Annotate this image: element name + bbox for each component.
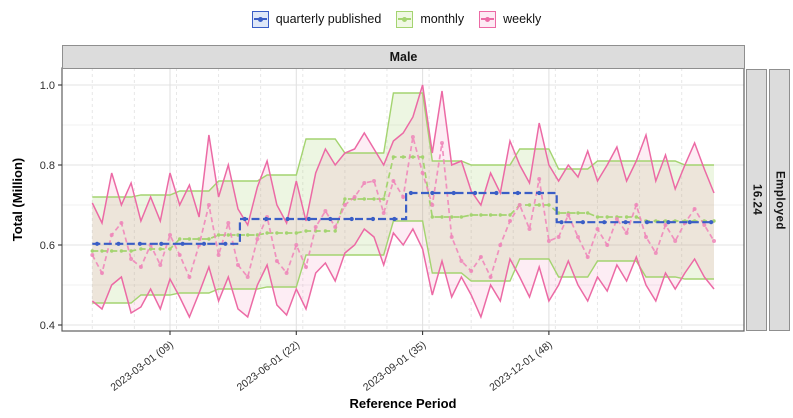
- facet-strip-employed-label: Employed: [773, 170, 786, 230]
- legend-item-quarterly-published: quarterly published: [251, 10, 382, 28]
- plot-panel: [90, 84, 716, 320]
- point-marker-icon: [257, 16, 263, 22]
- y-tick-label: 0.8: [40, 160, 55, 172]
- x-axis-title: Reference Period: [349, 396, 457, 411]
- chart-legend: quarterly published monthly weekly: [0, 5, 793, 33]
- weekly-lower-line: [91, 227, 715, 320]
- monthly-lower-line: [92, 220, 714, 304]
- legend-label-monthly: monthly: [420, 12, 465, 26]
- weekly-ribbon: [92, 85, 715, 317]
- y-tick-label: 1.0: [40, 80, 55, 92]
- point-marker-icon: [402, 16, 408, 22]
- x-axis: 2023-03-01 (09) 2023-06-01 (22) 2023-09-01…: [108, 331, 555, 394]
- monthly-upper-line: [92, 92, 714, 198]
- legend-label-quarterly: quarterly published: [275, 12, 382, 26]
- point-marker-icon: [485, 16, 491, 22]
- y-axis-title: Total (Million): [10, 157, 25, 242]
- facet-strip-male: Male: [62, 45, 745, 69]
- y-axis: 1.0 0.8 0.6 0.4: [40, 80, 62, 332]
- legend-item-weekly: weekly: [479, 10, 542, 28]
- y-tick-label: 0.4: [40, 320, 55, 332]
- legend-label-weekly: weekly: [503, 12, 542, 26]
- quarterly-markers: [95, 190, 714, 246]
- panel-background: [62, 68, 744, 331]
- facet-strip-employed: Employed: [769, 69, 790, 331]
- facet-strip-male-label: Male: [389, 50, 418, 64]
- y-tick-label: 0.6: [40, 240, 55, 252]
- facet-strip-16-24-label: 16.24: [750, 184, 763, 216]
- quarterly-line: [92, 191, 714, 245]
- x-tick-label: 2023-09-01 (35): [361, 339, 428, 394]
- legend-key-monthly-icon: [396, 10, 414, 28]
- weekly-markers: [90, 135, 716, 279]
- legend-key-quarterly-icon: [251, 10, 269, 28]
- legend-item-monthly: monthly: [396, 10, 465, 28]
- x-tick-label: 2023-12-01 (48): [487, 339, 554, 394]
- x-tick-label: 2023-06-01 (22): [235, 339, 302, 394]
- facet-strip-16-24: 16.24: [746, 69, 767, 331]
- gridlines: [62, 68, 744, 331]
- legend-key-weekly-icon: [479, 10, 497, 28]
- x-tick-label: 2023-03-01 (09): [108, 339, 175, 394]
- weekly-upper-line: [91, 84, 715, 227]
- monthly-markers: [90, 155, 716, 253]
